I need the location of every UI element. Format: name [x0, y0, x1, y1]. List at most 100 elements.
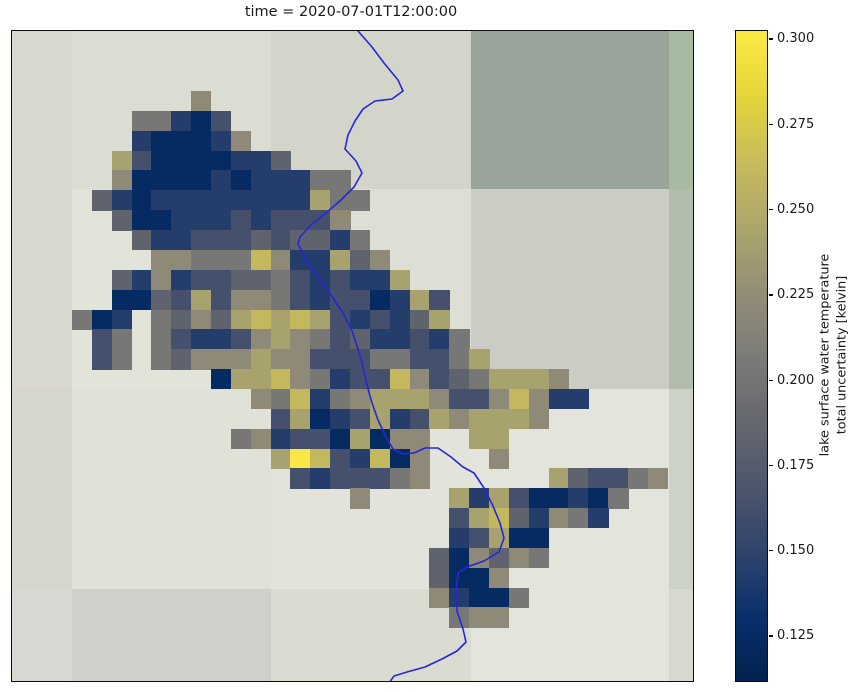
lake-cell: [310, 170, 331, 191]
lake-cell: [290, 190, 311, 211]
lake-cell: [270, 150, 291, 171]
lake-cell: [449, 527, 470, 549]
lake-cell: [369, 448, 391, 469]
lake-cell: [528, 388, 550, 410]
lake-cell: [330, 349, 351, 370]
background-block: [11, 189, 72, 389]
lake-cell: [429, 388, 450, 410]
lake-cell: [568, 488, 589, 509]
lake-cell: [528, 408, 550, 430]
lake-cell: [310, 349, 331, 370]
lake-cell: [528, 488, 550, 509]
lake-cell: [330, 170, 351, 191]
lake-cell: [389, 468, 411, 489]
lake-cell: [449, 488, 470, 509]
lake-cell: [350, 190, 371, 211]
lake-cell: [489, 388, 510, 410]
lake-cell: [191, 130, 212, 152]
lake-cell: [350, 388, 371, 410]
lake-cell: [111, 210, 133, 231]
lake-cell: [171, 329, 192, 350]
lake-cell: [469, 567, 490, 589]
lake-cell: [211, 150, 232, 171]
lake-cell: [171, 150, 192, 171]
lake-cell: [528, 527, 550, 549]
lake-cell: [330, 230, 351, 251]
background-block: [71, 589, 271, 681]
map-plot-area: [10, 30, 694, 682]
background-block: [471, 31, 669, 189]
lake-cell: [489, 567, 510, 589]
lake-cell: [270, 170, 291, 191]
lake-cell: [191, 210, 212, 231]
lake-cell: [290, 408, 311, 430]
colorbar-tick-mark: [768, 635, 773, 637]
lake-cell: [508, 527, 530, 549]
lake-cell: [330, 269, 351, 291]
lake-cell: [330, 210, 351, 231]
lake-cell: [548, 468, 569, 489]
lake-cell: [290, 289, 311, 310]
lake-cell: [131, 269, 152, 291]
lake-cell: [409, 289, 430, 310]
colorbar-label-line1: lake surface water temperature: [817, 253, 833, 457]
lake-cell: [270, 448, 291, 469]
lake-cell: [389, 289, 411, 310]
lake-cell: [191, 170, 212, 191]
lake-cell: [230, 269, 252, 291]
lake-cell: [449, 408, 470, 430]
lake-cell: [171, 349, 192, 370]
lake-cell: [230, 428, 252, 450]
lake-cell: [131, 170, 152, 191]
lake-cell: [548, 369, 569, 390]
lake-cell: [449, 388, 470, 410]
lake-cell: [489, 607, 510, 628]
lake-cell: [250, 230, 272, 251]
background-block: [669, 189, 693, 389]
colorbar-tick-label: 0.175: [777, 457, 815, 473]
lake-cell: [111, 269, 133, 291]
colorbar-tick-label: 0.225: [777, 287, 815, 303]
lake-cell: [429, 349, 450, 370]
background-block: [11, 589, 72, 681]
lake-cell: [171, 210, 192, 231]
lake-cell: [211, 190, 232, 211]
lake-cell: [389, 408, 411, 430]
background-block: [471, 189, 669, 389]
lake-cell: [230, 309, 252, 330]
lake-cell: [290, 309, 311, 330]
lake-cell: [310, 369, 331, 390]
lake-cell: [270, 269, 291, 291]
lake-cell: [350, 369, 371, 390]
lake-cell: [310, 408, 331, 430]
lake-cell: [270, 230, 291, 251]
lake-cell: [469, 428, 490, 450]
lake-cell: [489, 587, 510, 608]
lake-cell: [350, 408, 371, 430]
lake-cell: [489, 527, 510, 549]
lake-cell: [350, 468, 371, 489]
lake-cell: [270, 408, 291, 430]
lake-cell: [548, 388, 569, 410]
lake-cell: [131, 210, 152, 231]
lake-cell: [429, 567, 450, 589]
lake-cell: [389, 269, 411, 291]
lake-cell: [71, 309, 93, 330]
lake-cell: [151, 170, 172, 191]
lake-cell: [568, 468, 589, 489]
lake-cell: [151, 349, 172, 370]
lake-cell: [171, 269, 192, 291]
lake-cell: [151, 249, 172, 271]
lake-cell: [211, 369, 232, 390]
lake-cell: [191, 289, 212, 310]
colorbar-tick-label: 0.125: [777, 628, 815, 644]
lake-cell: [429, 408, 450, 430]
lake-cell: [429, 329, 450, 350]
lake-cell: [469, 408, 490, 430]
lake-cell: [270, 329, 291, 350]
lake-cell: [250, 269, 272, 291]
lake-cell: [211, 110, 232, 132]
lake-cell: [310, 388, 331, 410]
lake-cell: [409, 329, 430, 350]
lake-cell: [250, 170, 272, 191]
